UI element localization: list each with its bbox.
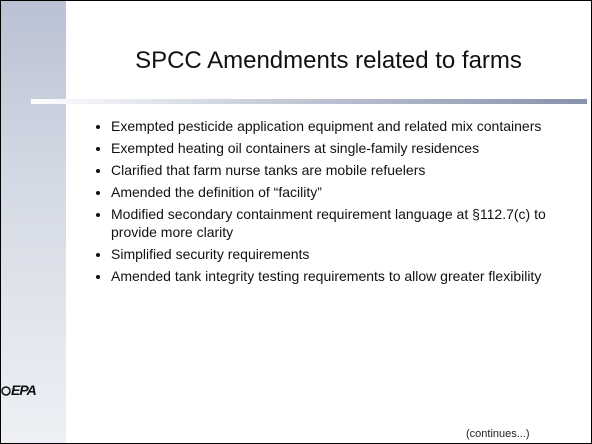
bullet: Exempted heating oil containers at singl…	[111, 139, 573, 157]
logo-icon	[1, 386, 11, 396]
bullet-list: Exempted pesticide application equipment…	[93, 117, 573, 289]
side-strip	[1, 1, 66, 443]
logo: EPA	[11, 382, 37, 398]
bullet: Amended the definition of “facility”	[111, 183, 573, 201]
bullet: Simplified security requirements	[111, 245, 573, 263]
bullet: Clarified that farm nurse tanks are mobi…	[111, 161, 573, 179]
footer: (continues...)	[466, 428, 530, 440]
bullet: Modified secondary containment requireme…	[111, 205, 573, 241]
bullet: Exempted pesticide application equipment…	[111, 117, 573, 135]
bullet: Amended tank integrity testing requireme…	[111, 267, 573, 285]
logo-mark	[1, 386, 11, 396]
title-rule	[31, 99, 587, 104]
slide-title: SPCC Amendments related to farms	[135, 47, 522, 74]
